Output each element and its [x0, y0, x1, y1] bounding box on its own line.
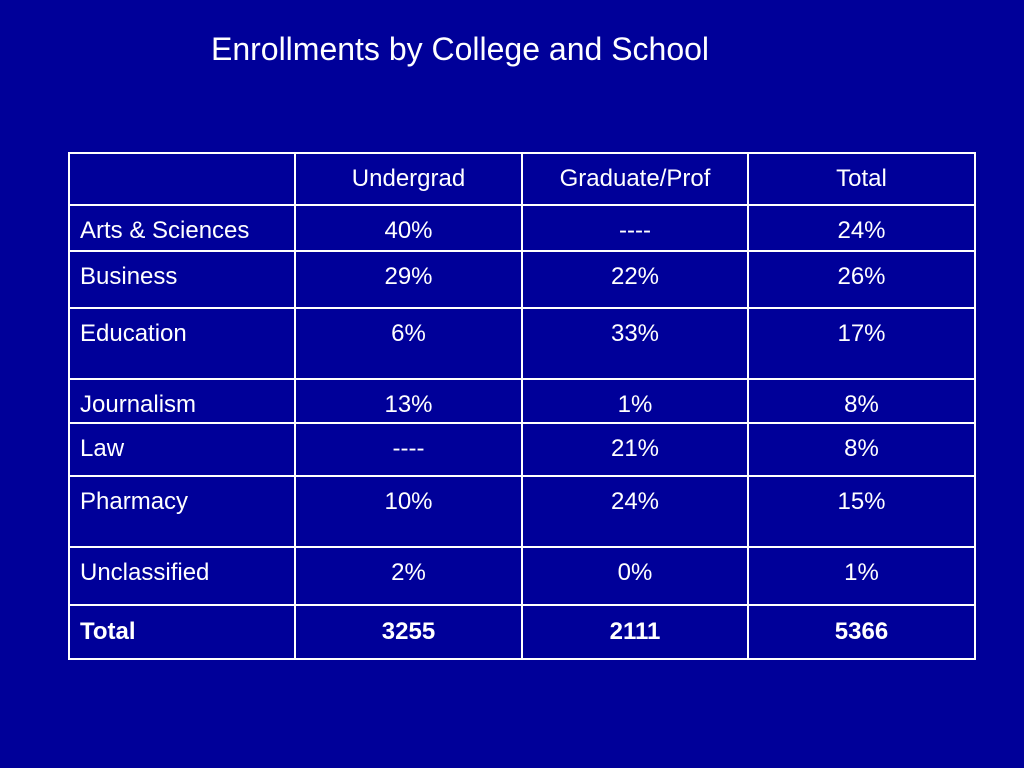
row-label: Unclassified: [68, 546, 296, 606]
cell-undergrad: 13%: [294, 378, 523, 424]
cell-graduate-prof: 22%: [521, 250, 749, 309]
row-label: Journalism: [68, 378, 296, 424]
header-cell-undergrad: Undergrad: [294, 152, 523, 206]
cell-graduate-prof: 33%: [521, 307, 749, 380]
cell-total: 8%: [747, 378, 976, 424]
row-label: Arts & Sciences: [68, 204, 296, 252]
header-cell-total: Total: [747, 152, 976, 206]
cell-total: 1%: [747, 546, 976, 606]
table-row: Unclassified 2% 0% 1%: [68, 546, 976, 606]
cell-undergrad: 2%: [294, 546, 523, 606]
table-row: Business 29% 22% 26%: [68, 250, 976, 309]
header-cell-graduate-prof: Graduate/Prof: [521, 152, 749, 206]
cell-undergrad: 40%: [294, 204, 523, 252]
cell-graduate-prof: 24%: [521, 475, 749, 548]
table-row: Law ---- 21% 8%: [68, 422, 976, 477]
cell-total: 26%: [747, 250, 976, 309]
cell-graduate-prof: 0%: [521, 546, 749, 606]
cell-undergrad: 10%: [294, 475, 523, 548]
cell-total: 24%: [747, 204, 976, 252]
cell-total: 17%: [747, 307, 976, 380]
total-row: Total 3255 2111 5366: [68, 604, 976, 660]
table-row: Education 6% 33% 17%: [68, 307, 976, 380]
enrollment-table: Undergrad Graduate/Prof Total Arts & Sci…: [68, 152, 976, 660]
table-header-row: Undergrad Graduate/Prof Total: [68, 152, 976, 206]
row-label: Pharmacy: [68, 475, 296, 548]
total-undergrad: 3255: [294, 604, 523, 660]
row-label: Education: [68, 307, 296, 380]
row-label: Law: [68, 422, 296, 477]
cell-graduate-prof: 1%: [521, 378, 749, 424]
cell-graduate-prof: ----: [521, 204, 749, 252]
table-row: Pharmacy 10% 24% 15%: [68, 475, 976, 548]
cell-undergrad: ----: [294, 422, 523, 477]
cell-graduate-prof: 21%: [521, 422, 749, 477]
total-graduate-prof: 2111: [521, 604, 749, 660]
table-row: Journalism 13% 1% 8%: [68, 378, 976, 424]
table-row: Arts & Sciences 40% ---- 24%: [68, 204, 976, 252]
row-label: Business: [68, 250, 296, 309]
cell-total: 8%: [747, 422, 976, 477]
header-cell-empty: [68, 152, 296, 206]
cell-total: 15%: [747, 475, 976, 548]
slide-title: Enrollments by College and School: [210, 31, 710, 67]
cell-undergrad: 6%: [294, 307, 523, 380]
total-total: 5366: [747, 604, 976, 660]
cell-undergrad: 29%: [294, 250, 523, 309]
total-label: Total: [68, 604, 296, 660]
